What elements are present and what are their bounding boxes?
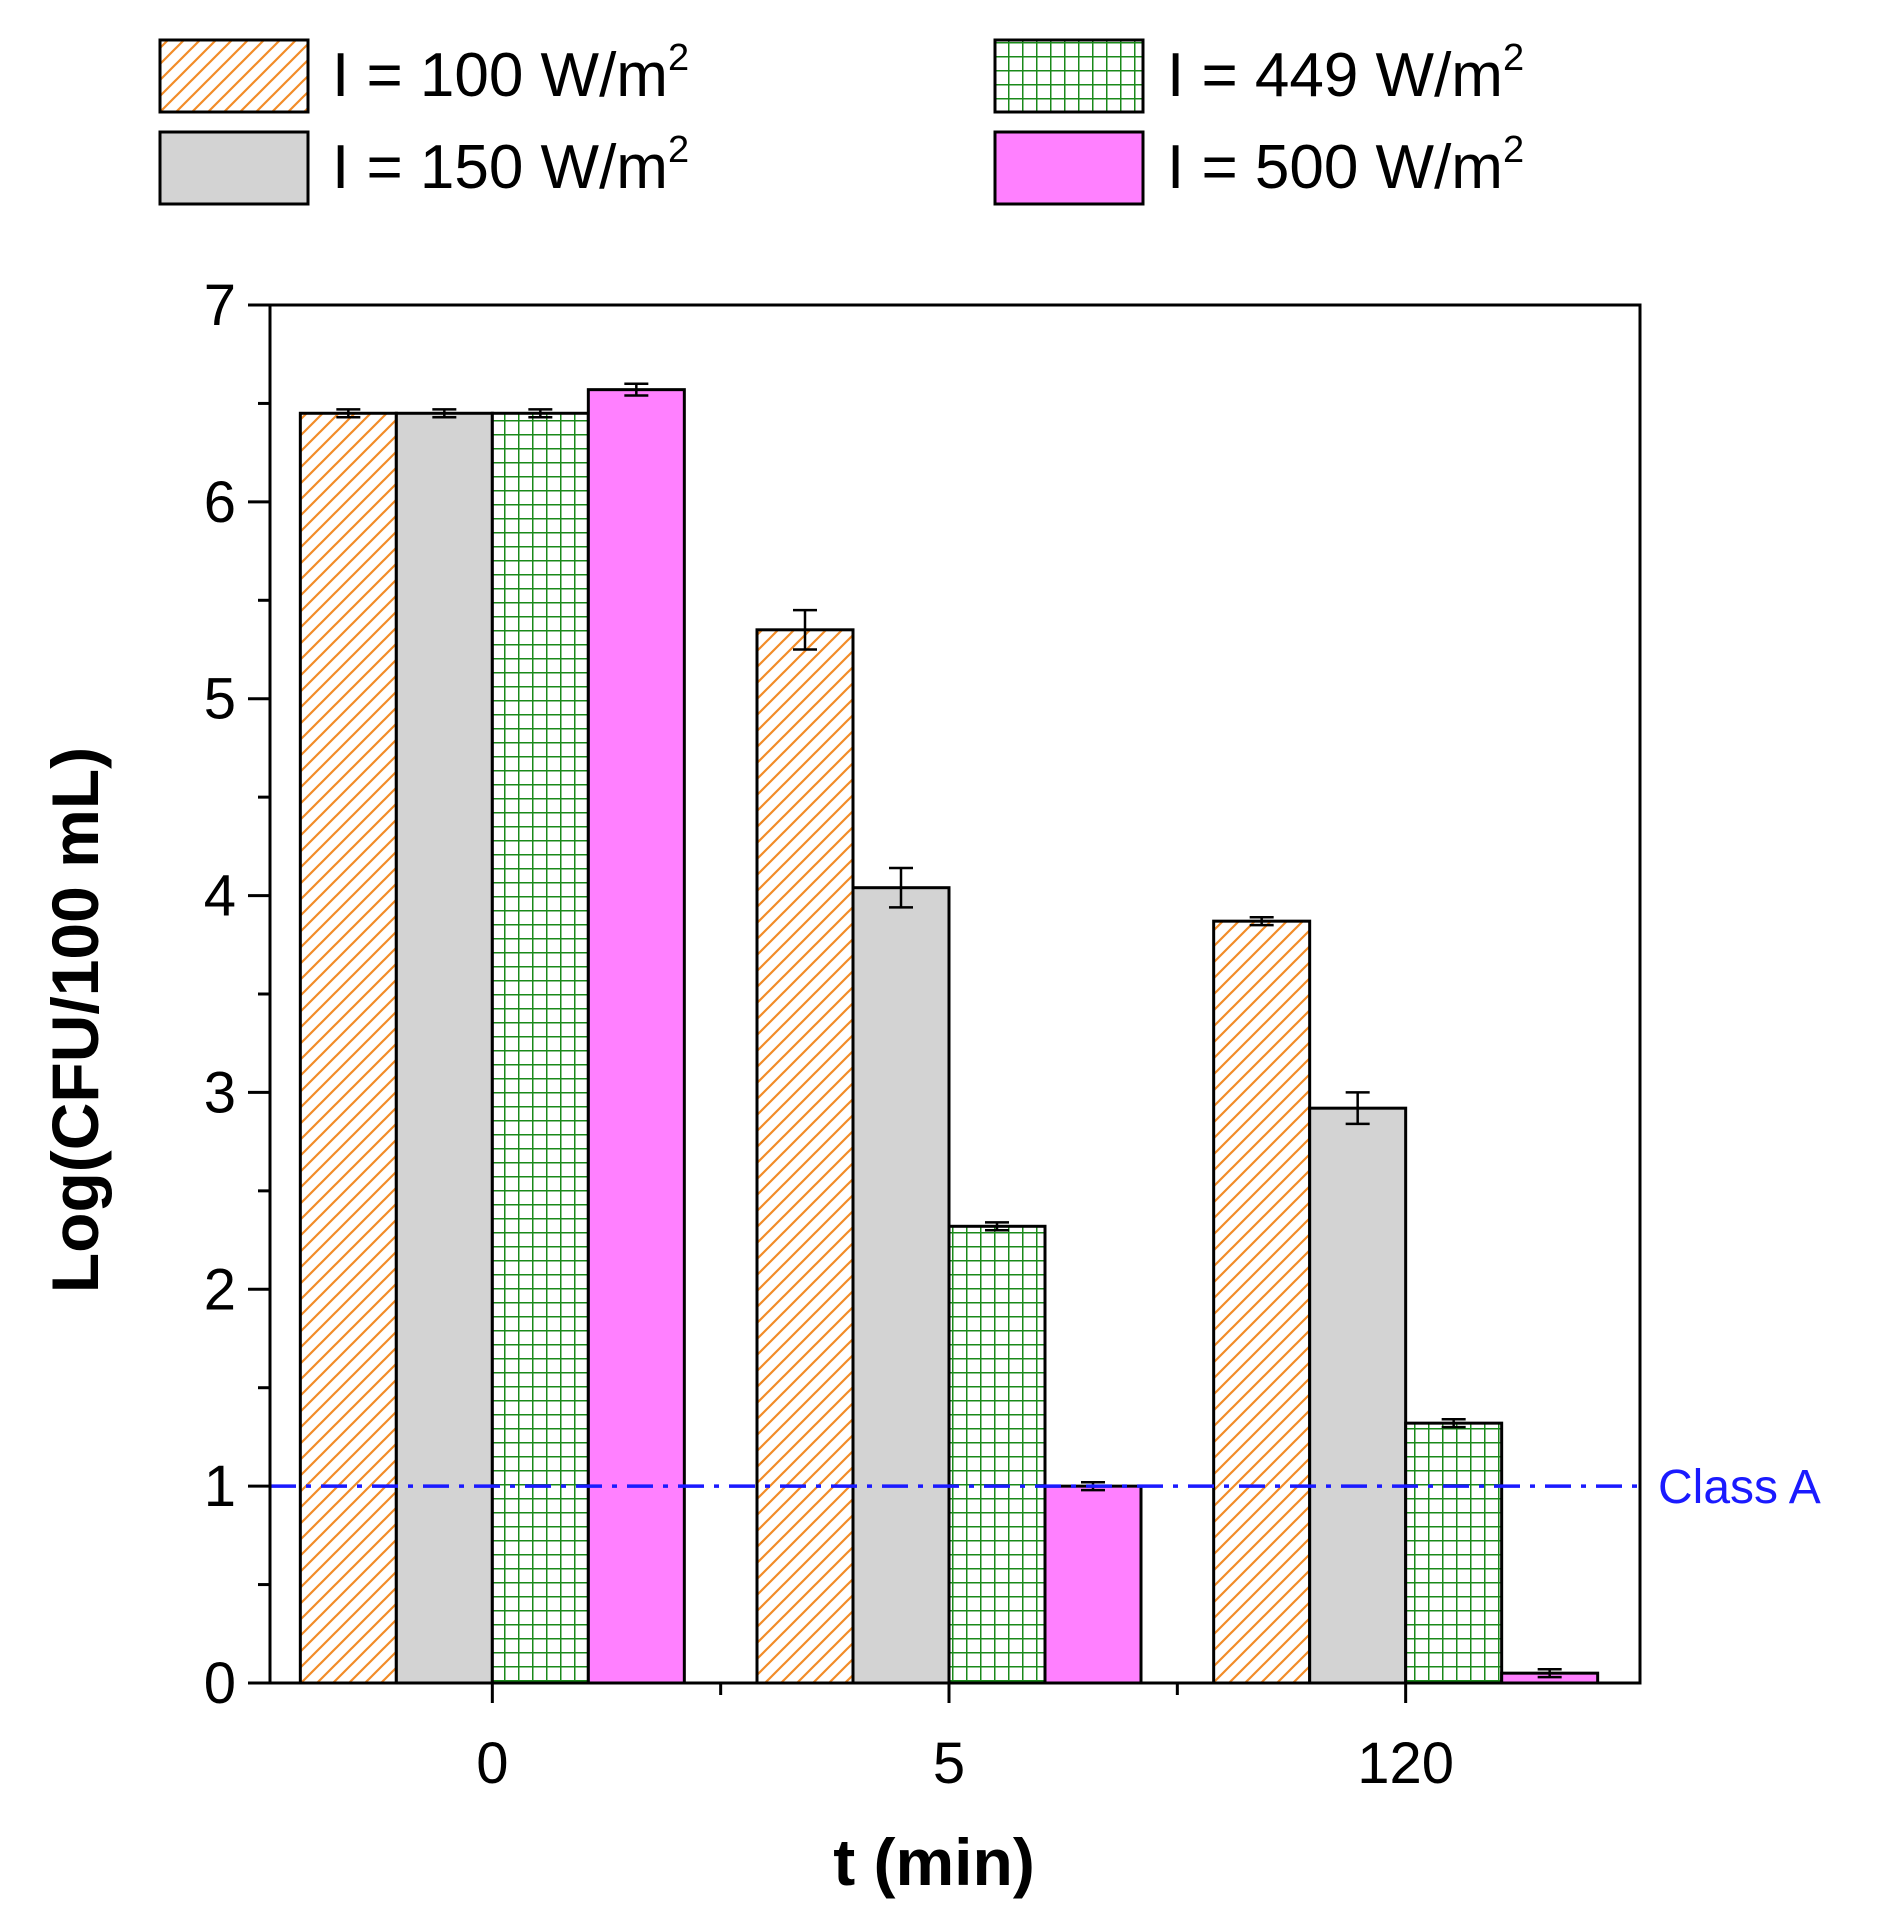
y-tick-label: 1 (204, 1454, 236, 1519)
y-tick-label: 4 (204, 864, 236, 929)
y-tick-label: 5 (204, 667, 236, 732)
bar (755, 628, 855, 1685)
class-a-label: Class A (1658, 1461, 1821, 1514)
legend-label: I = 150 W/m2 (332, 129, 689, 202)
legend-label: I = 449 W/m2 (1167, 37, 1524, 110)
bar (1212, 919, 1312, 1685)
bar (298, 411, 398, 1685)
error-bars (336, 382, 1562, 1679)
y-tick-label: 3 (204, 1060, 236, 1125)
bar (947, 1224, 1047, 1685)
x-axis-title: t (min) (833, 1825, 1035, 1899)
bar (394, 411, 494, 1685)
y-tick-label: 0 (204, 1651, 236, 1716)
legend-swatch (158, 130, 310, 206)
bar (1404, 1421, 1504, 1685)
legend-swatch (993, 38, 1145, 114)
bar (1043, 1484, 1143, 1685)
x-tick-label: 5 (933, 1731, 965, 1796)
legend-label: I = 500 W/m2 (1167, 129, 1524, 202)
bar (1308, 1106, 1408, 1685)
bar (851, 886, 951, 1685)
y-tick-label: 7 (204, 273, 236, 338)
y-tick-label: 6 (204, 470, 236, 535)
bar (586, 388, 686, 1685)
y-axis-title: Log(CFU/100 mL) (38, 747, 112, 1293)
legend: I = 100 W/m2 I = 150 W/m2 I = 449 W/m2 I = … (158, 37, 1524, 206)
x-tick-label: 0 (476, 1731, 508, 1796)
annotations: Class A (270, 1461, 1821, 1514)
legend-swatch (158, 38, 310, 114)
bars (298, 388, 1600, 1685)
y-tick-label: 2 (204, 1257, 236, 1322)
x-tick-label: 120 (1357, 1731, 1454, 1796)
bar (490, 411, 590, 1685)
axes: 0 1 2 3 4 5 6 7 0 5 120 (204, 273, 1642, 1796)
legend-swatch (993, 130, 1145, 206)
legend-label: I = 100 W/m2 (332, 37, 689, 110)
